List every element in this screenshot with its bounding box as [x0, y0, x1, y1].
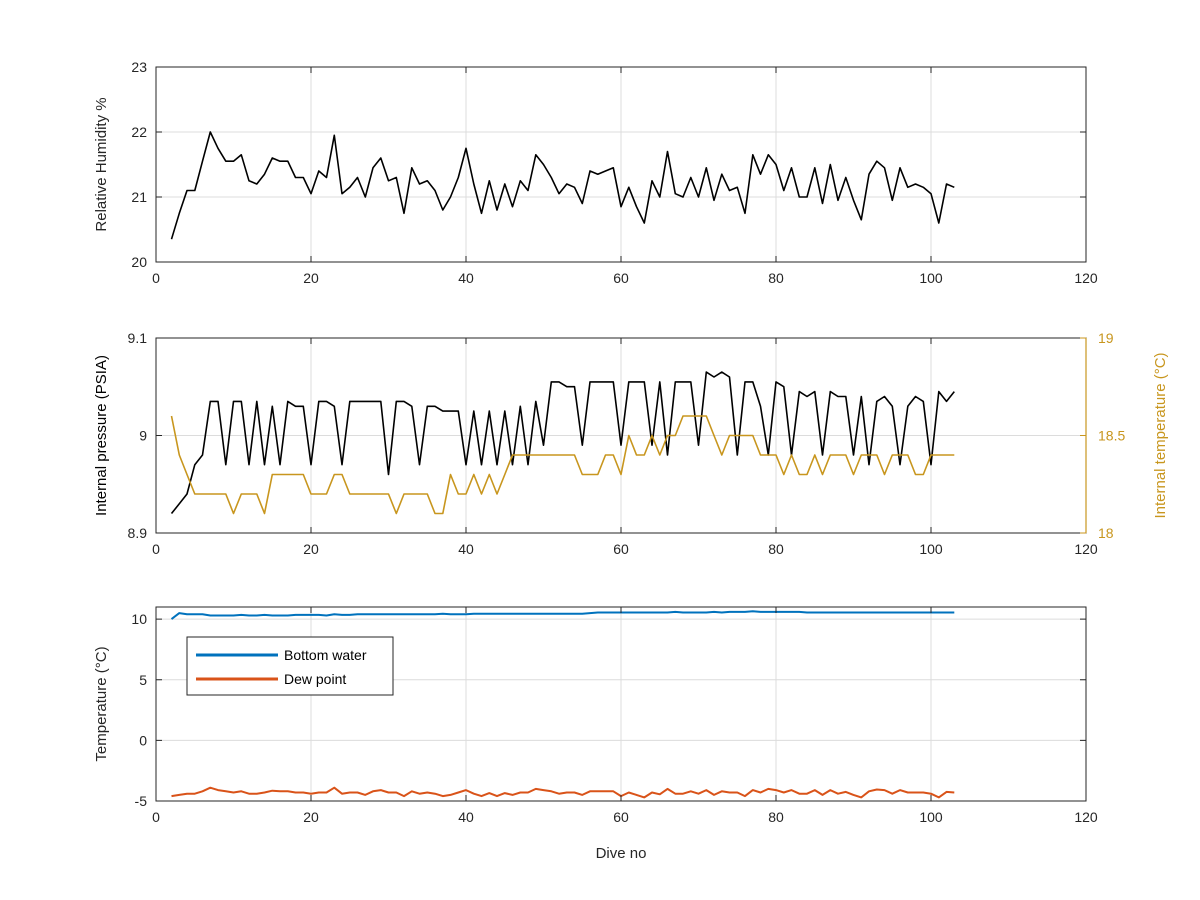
temperature-xtick-label: 20 [303, 809, 319, 825]
pressure-ytick-label: 9 [139, 428, 147, 444]
humidity-xtick-label: 100 [919, 270, 943, 286]
temperature-ytick-label: -5 [135, 793, 148, 809]
temperature-xtick-label: 60 [613, 809, 629, 825]
pressure-y2-axis-label: Internal temperature (°C) [1152, 352, 1169, 518]
temperature-bottom-water-line [170, 610, 955, 620]
legend: Bottom water Dew point [186, 636, 394, 696]
humidity-xtick-label: 80 [768, 270, 784, 286]
temperature-xtick-label: 100 [919, 809, 943, 825]
legend-label-bottom-water: Bottom water [284, 647, 367, 663]
humidity-ytick-label: 21 [131, 189, 147, 205]
temperature-y-axis-label: Temperature (°C) [93, 646, 110, 761]
humidity-xtick-label: 40 [458, 270, 474, 286]
pressure-y2tick-label: 19 [1098, 330, 1114, 346]
legend-box [186, 636, 394, 696]
humidity-xtick-label: 120 [1074, 270, 1098, 286]
humidity-xtick-label: 0 [152, 270, 160, 286]
humidity-ytick-label: 20 [131, 254, 147, 270]
pressure-y2tick-label: 18.5 [1098, 428, 1125, 444]
pressure-xtick-label: 60 [613, 541, 629, 557]
temperature-ytick-label: 10 [131, 611, 147, 627]
pressure-xtick-label: 0 [152, 541, 160, 557]
pressure-series-1-line [170, 371, 955, 515]
pressure-xtick-label: 20 [303, 541, 319, 557]
temperature-dew-point-line [171, 786, 955, 799]
temperature-ytick-label: 5 [139, 672, 147, 688]
temperature-xtick-label: 80 [768, 809, 784, 825]
pressure-ytick-label: 8.9 [128, 525, 148, 541]
pressure-xtick-label: 40 [458, 541, 474, 557]
pressure-y-axis-label: Internal pressure (PSIA) [93, 355, 110, 516]
pressure-ytick-label: 9.1 [128, 330, 148, 346]
humidity-panel: 0 20 40 60 80 100 120 20 21 22 23 Relative Humidity… [93, 59, 1098, 286]
pressure-xtick-label: 100 [919, 541, 943, 557]
temperature-ytick-label: 0 [139, 732, 147, 748]
temperature-xtick-label: 120 [1074, 809, 1098, 825]
humidity-ytick-label: 22 [131, 124, 147, 140]
humidity-xtick-label: 20 [303, 270, 319, 286]
humidity-series-1-line [170, 131, 955, 240]
temperature-xtick-label: 40 [458, 809, 474, 825]
humidity-ytick-label: 23 [131, 59, 147, 75]
pressure-xtick-label: 120 [1074, 541, 1098, 557]
pressure-xtick-label: 80 [768, 541, 784, 557]
humidity-xtick-label: 60 [613, 270, 629, 286]
pressure-temperature-panel: 0 20 40 60 80 100 120 8.9 9 9.1 18 18.5 19 Internal t… [93, 330, 1169, 557]
humidity-y-axis-label: Relative Humidity % [93, 97, 110, 231]
temperature-xtick-label: 0 [152, 809, 160, 825]
legend-label-dew-point: Dew point [284, 671, 346, 687]
pressure-series-2-line [170, 415, 955, 515]
pressure-y2tick-label: 18 [1098, 525, 1114, 541]
temperature-x-axis-label: Dive no [596, 845, 647, 862]
